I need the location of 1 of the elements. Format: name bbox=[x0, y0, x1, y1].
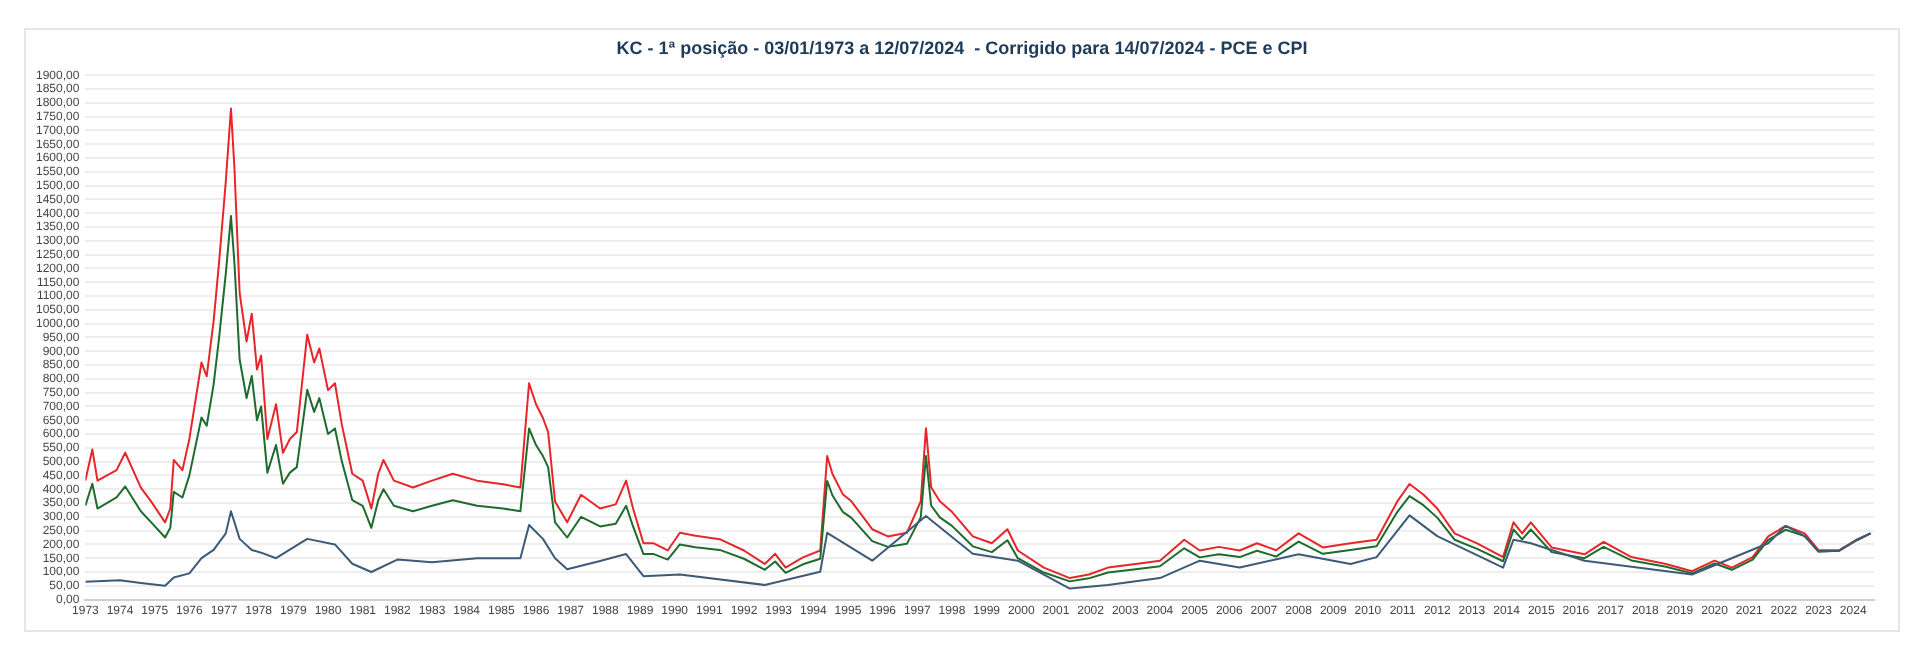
chart-title: KC - 1ª posição - 03/01/1973 a 12/07/2024 - Corrigido para 14/07/2024 - PCE e CPI bbox=[614, 38, 1310, 58]
